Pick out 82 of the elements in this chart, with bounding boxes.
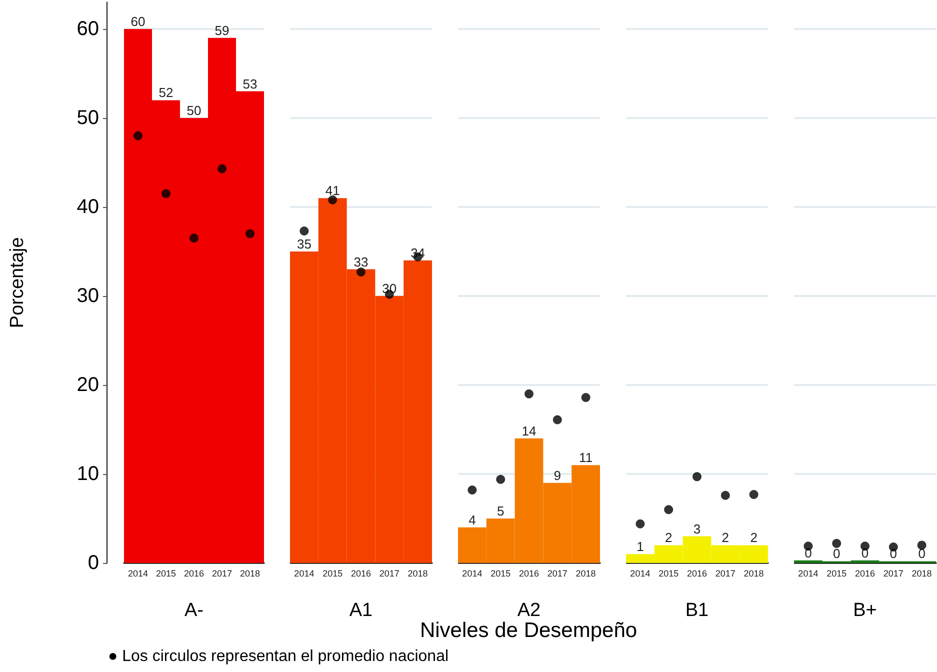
point: [218, 164, 226, 174]
data-label: 5: [496, 504, 504, 518]
x-tick-label: 2015: [826, 568, 847, 578]
y-tick-label: 40: [76, 196, 99, 218]
point: [134, 131, 142, 140]
x-tick-label: 2016: [350, 568, 372, 578]
x-tick-label: 2015: [322, 568, 343, 578]
data-label: 0: [861, 545, 869, 560]
x-tick-label: 2014: [462, 568, 482, 578]
data-label: 1: [636, 539, 644, 554]
x-axis-title: B1: [685, 600, 709, 621]
x-axis-title: A-: [184, 600, 204, 621]
point: [749, 490, 758, 499]
data-label: 41: [325, 183, 340, 198]
x-tick-label: 2016: [686, 568, 708, 578]
x-tick-label: 2015: [658, 568, 679, 578]
point: [300, 226, 309, 236]
data-label: 0: [918, 546, 926, 562]
point: [720, 490, 730, 500]
data-label: 35: [296, 236, 312, 252]
x-tick-label: 2014: [798, 568, 818, 578]
x-axis-title: A2: [517, 600, 541, 621]
data-label: 14: [522, 423, 536, 438]
point: [190, 234, 198, 243]
x-tick-label: 2018: [744, 568, 764, 578]
y-tick-label: 0: [88, 552, 99, 574]
x-tick-label: 2018: [912, 568, 932, 578]
x-tick-label: 2014: [630, 568, 650, 578]
point: [524, 389, 534, 398]
y-tick-label: 30: [76, 285, 99, 307]
data-label: 0: [804, 545, 812, 560]
point: [692, 472, 702, 482]
point: [636, 519, 645, 528]
data-label: 59: [214, 22, 230, 38]
x-tick-label: 2018: [240, 568, 260, 578]
x-tick-label: 2014: [128, 568, 148, 578]
x-tick-label: 2018: [576, 568, 596, 578]
y-tick-label: 60: [76, 18, 99, 40]
point: [664, 505, 674, 514]
data-label: 30: [382, 281, 397, 296]
x-tick-label: 2015: [156, 568, 176, 578]
x-tick-label: 2016: [518, 568, 540, 578]
data-label: 0: [890, 546, 898, 562]
data-label: 2: [722, 530, 730, 546]
data-label: 9: [554, 468, 562, 483]
x-axis-title: A1: [349, 600, 373, 621]
text: Niveles de Desempeño: [420, 619, 638, 642]
x-axis-title: B+: [853, 600, 877, 621]
x-tick-label: 2016: [184, 568, 204, 578]
data-label: 60: [130, 14, 146, 29]
data-label: 33: [354, 254, 368, 270]
x-tick-label: 2017: [715, 568, 736, 578]
data-label: 4: [468, 512, 476, 528]
x-tick-label: 2015: [490, 568, 511, 578]
y-axis-title: Porcentaje: [7, 237, 28, 328]
y-tick-label: 10: [76, 463, 99, 485]
y-tick-label: 20: [76, 374, 99, 396]
point: [552, 415, 562, 424]
data-label: 0: [832, 546, 840, 562]
point: [162, 189, 170, 198]
x-tick-label: 2017: [379, 568, 400, 578]
x-tick-label: 2016: [854, 568, 876, 578]
x-tick-label: 2018: [408, 568, 428, 578]
point: [581, 392, 590, 402]
text: ● Los circulos representan el promedio nacional: [108, 648, 449, 666]
point: [328, 195, 338, 204]
point: [356, 267, 366, 276]
x-tick-label: 2017: [883, 568, 904, 578]
x-tick-label: 2014: [294, 568, 314, 578]
data-label: 53: [242, 76, 258, 92]
x-tick-label: 2017: [547, 568, 568, 578]
x-tick-label: 2017: [212, 568, 232, 578]
data-label: 2: [664, 530, 672, 546]
data-label: 50: [186, 103, 202, 118]
data-label: 3: [693, 521, 701, 536]
data-label: 52: [158, 85, 174, 100]
point: [496, 474, 506, 484]
data-label: 2: [750, 530, 758, 546]
y-tick-label: 50: [76, 107, 99, 129]
point: [246, 229, 254, 238]
data-label: 11: [579, 450, 593, 466]
point: [468, 486, 477, 495]
